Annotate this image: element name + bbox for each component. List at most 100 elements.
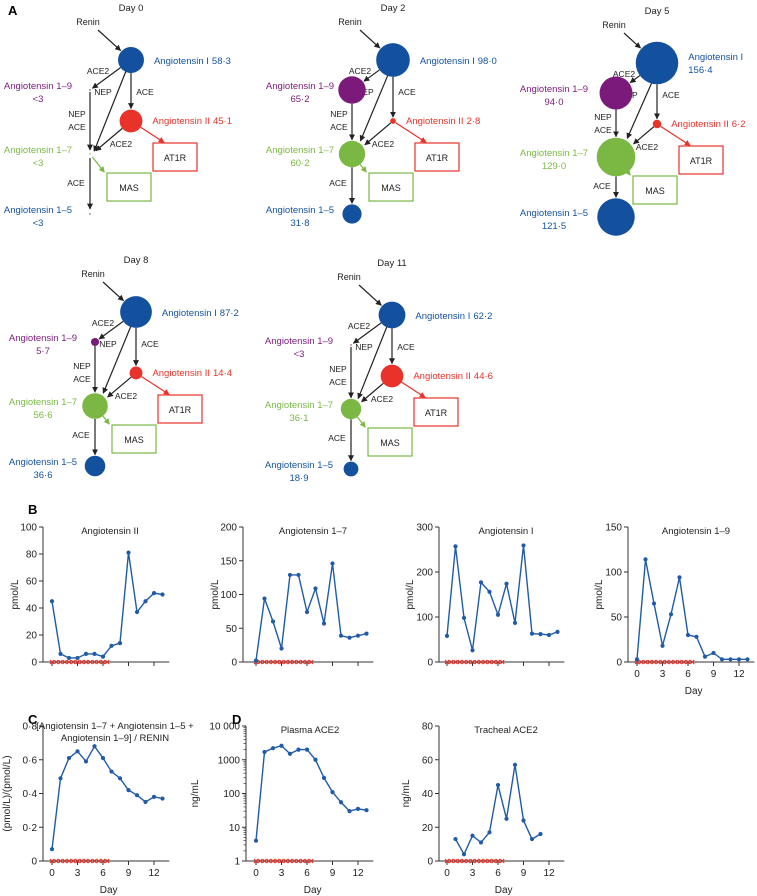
at1r-box bbox=[414, 142, 460, 172]
treatment-marker bbox=[461, 659, 467, 665]
ang1-node bbox=[378, 301, 406, 329]
treatment-marker bbox=[49, 858, 55, 864]
ace2-arrow bbox=[629, 75, 641, 84]
angiotensin-ii-name: Angiotensin II bbox=[406, 116, 464, 127]
pathway-diagram-day: Day 2ReninAT1RMASACE2NEPNEPACEACEACE2ACE… bbox=[266, 3, 497, 229]
ang15-node bbox=[597, 198, 635, 236]
y-tick-label: 300 bbox=[416, 523, 433, 534]
data-point bbox=[304, 609, 310, 615]
data-point bbox=[83, 651, 89, 657]
data-point bbox=[270, 746, 276, 751]
data-point bbox=[538, 632, 543, 637]
treatment-marker bbox=[79, 858, 85, 864]
data-point bbox=[49, 847, 55, 852]
angiotensin-i-value: 87·2 bbox=[220, 308, 239, 319]
angiotensin-i-name: Angiotensin I bbox=[688, 52, 743, 63]
x-axis-label: Day bbox=[495, 885, 513, 896]
angiotensin-1-7-name: Angiotensin 1–7 bbox=[4, 145, 72, 156]
angiotensin-1-7-value: 56·6 bbox=[33, 410, 52, 421]
treatment-marker bbox=[62, 858, 68, 864]
at1r-label: AT1R bbox=[425, 408, 448, 418]
data-point bbox=[521, 818, 526, 823]
data-point bbox=[262, 749, 267, 755]
x-tick-label: 3 bbox=[279, 868, 285, 879]
ace-enzyme-label: ACE bbox=[662, 90, 680, 100]
ace2-arrow-lower bbox=[633, 126, 655, 145]
ace2-arrow-lower bbox=[364, 122, 392, 146]
data-point bbox=[143, 799, 148, 805]
treatment-marker bbox=[308, 858, 314, 864]
ace2-arrow-lower bbox=[95, 127, 123, 152]
angiotensin-ii-value: 44·6 bbox=[474, 371, 493, 382]
data-point bbox=[702, 654, 708, 659]
y-tick-label: 0·8 bbox=[23, 722, 38, 733]
ace-enzyme-label: ACE bbox=[594, 125, 612, 135]
data-point bbox=[521, 543, 526, 548]
data-point bbox=[478, 580, 484, 585]
treatment-marker bbox=[495, 659, 501, 665]
y-tick-label: 0 bbox=[427, 857, 433, 868]
x-tick-label: 12 bbox=[543, 868, 555, 879]
angiotensin-1-9-name: Angiotensin 1–9 bbox=[520, 84, 588, 95]
data-point bbox=[546, 632, 552, 638]
angiotensin-1-5-name: Angiotensin 1–5 bbox=[520, 208, 588, 219]
data-point bbox=[470, 833, 475, 838]
treatment-marker bbox=[448, 858, 454, 864]
data-point bbox=[151, 591, 157, 596]
nep-enzyme-label: NEP bbox=[594, 112, 612, 122]
treatment-marker bbox=[660, 659, 665, 665]
chart-title: Angiotensin I bbox=[479, 526, 534, 537]
data-point bbox=[58, 776, 63, 781]
mas-box bbox=[367, 427, 413, 457]
y-tick-label: 20 bbox=[422, 823, 434, 834]
y-tick-label: 150 bbox=[605, 523, 622, 534]
treatment-marker bbox=[79, 659, 85, 665]
treatment-marker bbox=[681, 659, 687, 665]
y-tick-label: 100 bbox=[220, 590, 237, 601]
ang2-to-at1r-arrow bbox=[141, 376, 170, 395]
ace2-enzyme-label: ACE2 bbox=[636, 142, 658, 152]
treatment-marker bbox=[92, 858, 97, 864]
nep-enzyme-label: NEP bbox=[73, 361, 91, 371]
data-point bbox=[270, 619, 276, 624]
treatment-marker bbox=[453, 659, 458, 665]
treatment-marker bbox=[300, 659, 306, 665]
treatment-marker bbox=[75, 659, 80, 665]
angiotensin-i-name: Angiotensin I bbox=[154, 56, 209, 67]
treatment-marker bbox=[664, 659, 670, 665]
ace-enzyme-label: ACE bbox=[330, 122, 348, 132]
ang19-node bbox=[338, 76, 366, 104]
treatment-marker bbox=[478, 659, 484, 665]
treatment-marker bbox=[444, 858, 450, 864]
treatment-marker bbox=[651, 659, 657, 665]
data-point bbox=[262, 596, 267, 601]
data-point bbox=[134, 609, 140, 615]
treatment-marker bbox=[453, 858, 458, 864]
data-point bbox=[347, 635, 352, 640]
treatment-marker bbox=[266, 659, 272, 665]
x-tick-label: 0 bbox=[444, 868, 450, 879]
x-tick-label: 3 bbox=[75, 868, 81, 879]
data-point bbox=[470, 648, 475, 653]
nep-arrow bbox=[102, 325, 132, 394]
data-point bbox=[643, 557, 648, 562]
renin-arrow bbox=[359, 29, 381, 49]
angiotensin-ii-label: Angiotensin II 44·6 bbox=[413, 371, 493, 382]
ace-enzyme-label: ACE bbox=[397, 342, 415, 352]
data-point bbox=[109, 769, 114, 774]
ang17-to-mas-arrow bbox=[92, 156, 105, 173]
angiotensin-1-5-name: Angiotensin 1–5 bbox=[9, 457, 77, 468]
chart-title: Plasma ACE2 bbox=[281, 725, 340, 736]
treatment-marker bbox=[499, 858, 505, 864]
ang2-node bbox=[119, 109, 143, 133]
y-tick-label: 100 bbox=[605, 568, 622, 579]
data-point bbox=[117, 641, 123, 646]
x-axis-label: Day bbox=[100, 885, 118, 896]
treatment-marker bbox=[100, 858, 106, 864]
ang17-node bbox=[340, 398, 362, 420]
ang15-node bbox=[342, 204, 362, 224]
data-point bbox=[461, 615, 467, 621]
angiotensin-1-5-value: <3 bbox=[33, 218, 44, 229]
ang1-node bbox=[120, 296, 152, 328]
angiotensin-ii-name: Angiotensin II bbox=[152, 368, 210, 379]
